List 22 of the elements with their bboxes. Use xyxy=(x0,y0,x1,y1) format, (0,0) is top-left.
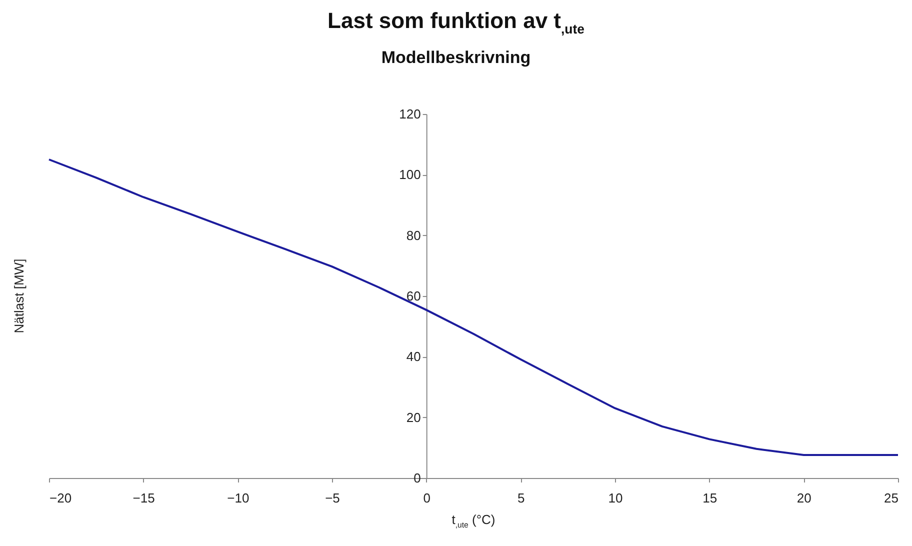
x-tick-label: 25 xyxy=(884,490,898,506)
x-tick-label: 20 xyxy=(796,490,812,506)
y-tick-label: 0 xyxy=(414,470,421,486)
y-tick-label: 120 xyxy=(399,106,421,122)
line-series xyxy=(48,158,899,456)
chart-subtitle: Modellbeskrivning xyxy=(380,48,532,68)
x-tick-label: 5 xyxy=(518,490,525,506)
y-tick-label: 40 xyxy=(406,349,421,364)
x-axis-title: t$_{,ute}$ (°C) xyxy=(450,512,496,530)
y-tick-label: 100 xyxy=(399,167,421,182)
y-axis-title: Nätlast [MW] xyxy=(12,258,26,334)
y-tick-label: 60 xyxy=(406,288,421,304)
x-tick-label: −5 xyxy=(325,490,340,506)
x-tick-label: 0 xyxy=(423,490,430,506)
x-tick-label: −10 xyxy=(227,490,250,506)
y-tick-label: 20 xyxy=(406,410,421,425)
x-tick-label: 15 xyxy=(702,490,718,506)
y-tick-label: 80 xyxy=(406,228,421,243)
chart-title: Last som funktion av t$_{,ute}$ xyxy=(326,8,586,36)
x-tick-label: 10 xyxy=(608,490,623,506)
x-tick-label: −20 xyxy=(50,490,72,506)
x-tick-label: −15 xyxy=(132,490,155,506)
